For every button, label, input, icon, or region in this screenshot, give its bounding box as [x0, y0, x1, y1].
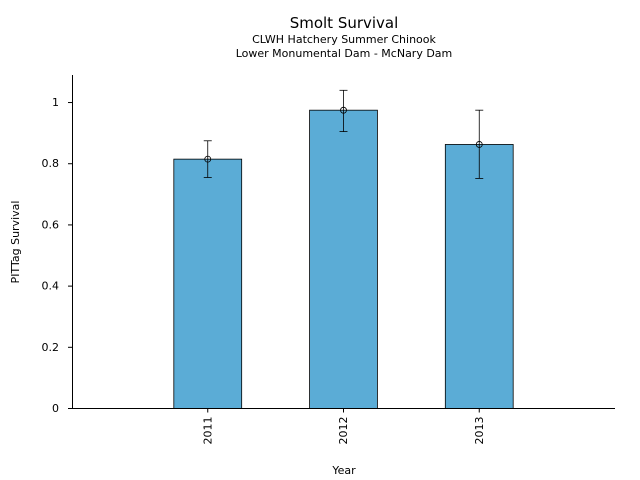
x-tick-label-2012: 2012 [337, 417, 350, 445]
bars-group [173, 109, 514, 409]
point-marker-2013 [475, 141, 483, 148]
error-bars-group [203, 89, 484, 179]
y-tick-label-1: 1 [52, 96, 59, 109]
x-tick-label-2013: 2013 [473, 417, 486, 445]
y-tick-label-0.2: 0.2 [42, 341, 60, 354]
y-ticks-group: 0 0.2 0.4 0.6 0.8 1 [42, 96, 72, 415]
x-axis-label: Year [331, 464, 356, 477]
y-tick-label-0.4: 0.4 [42, 280, 60, 293]
chart-title: Smolt Survival [290, 14, 399, 32]
chart-subtitle-line-1: CLWH Hatchery Summer Chinook [252, 33, 436, 46]
point-marker-2011 [204, 155, 212, 163]
x-ticks-group: 2011 2012 2013 [201, 408, 486, 445]
x-tick-label-2011: 2011 [201, 417, 214, 445]
y-tick-label-0.6: 0.6 [42, 218, 60, 231]
y-tick-label-0: 0 [52, 402, 59, 415]
y-tick-label-0.8: 0.8 [42, 157, 60, 170]
y-axis-label: PITTag Survival [9, 201, 22, 284]
bar-2012 [309, 109, 378, 409]
bar-2013 [444, 144, 514, 409]
bar-2011 [173, 158, 243, 409]
point-marker-2012 [340, 106, 347, 114]
chart-subtitle-line-2: Lower Monumental Dam - McNary Dam [236, 47, 453, 60]
